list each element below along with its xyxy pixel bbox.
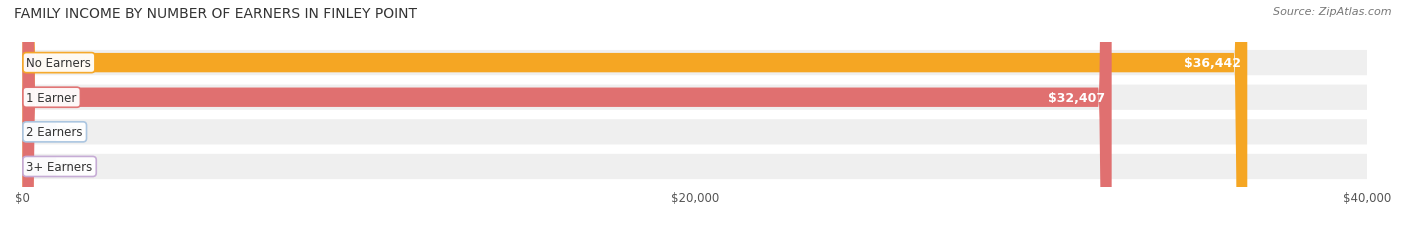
FancyBboxPatch shape (15, 85, 1374, 110)
FancyBboxPatch shape (22, 0, 1247, 231)
Text: 1 Earner: 1 Earner (27, 91, 77, 104)
Text: $36,442: $36,442 (1184, 57, 1240, 70)
Text: No Earners: No Earners (27, 57, 91, 70)
Text: 3+ Earners: 3+ Earners (27, 160, 93, 173)
Text: 2 Earners: 2 Earners (27, 126, 83, 139)
FancyBboxPatch shape (22, 157, 56, 176)
FancyBboxPatch shape (15, 51, 1374, 76)
FancyBboxPatch shape (22, 123, 56, 142)
Text: $0: $0 (60, 126, 76, 139)
Text: FAMILY INCOME BY NUMBER OF EARNERS IN FINLEY POINT: FAMILY INCOME BY NUMBER OF EARNERS IN FI… (14, 7, 418, 21)
FancyBboxPatch shape (15, 154, 1374, 179)
FancyBboxPatch shape (22, 0, 1112, 231)
Text: Source: ZipAtlas.com: Source: ZipAtlas.com (1274, 7, 1392, 17)
Text: $0: $0 (60, 160, 76, 173)
FancyBboxPatch shape (15, 120, 1374, 145)
Text: $32,407: $32,407 (1047, 91, 1105, 104)
